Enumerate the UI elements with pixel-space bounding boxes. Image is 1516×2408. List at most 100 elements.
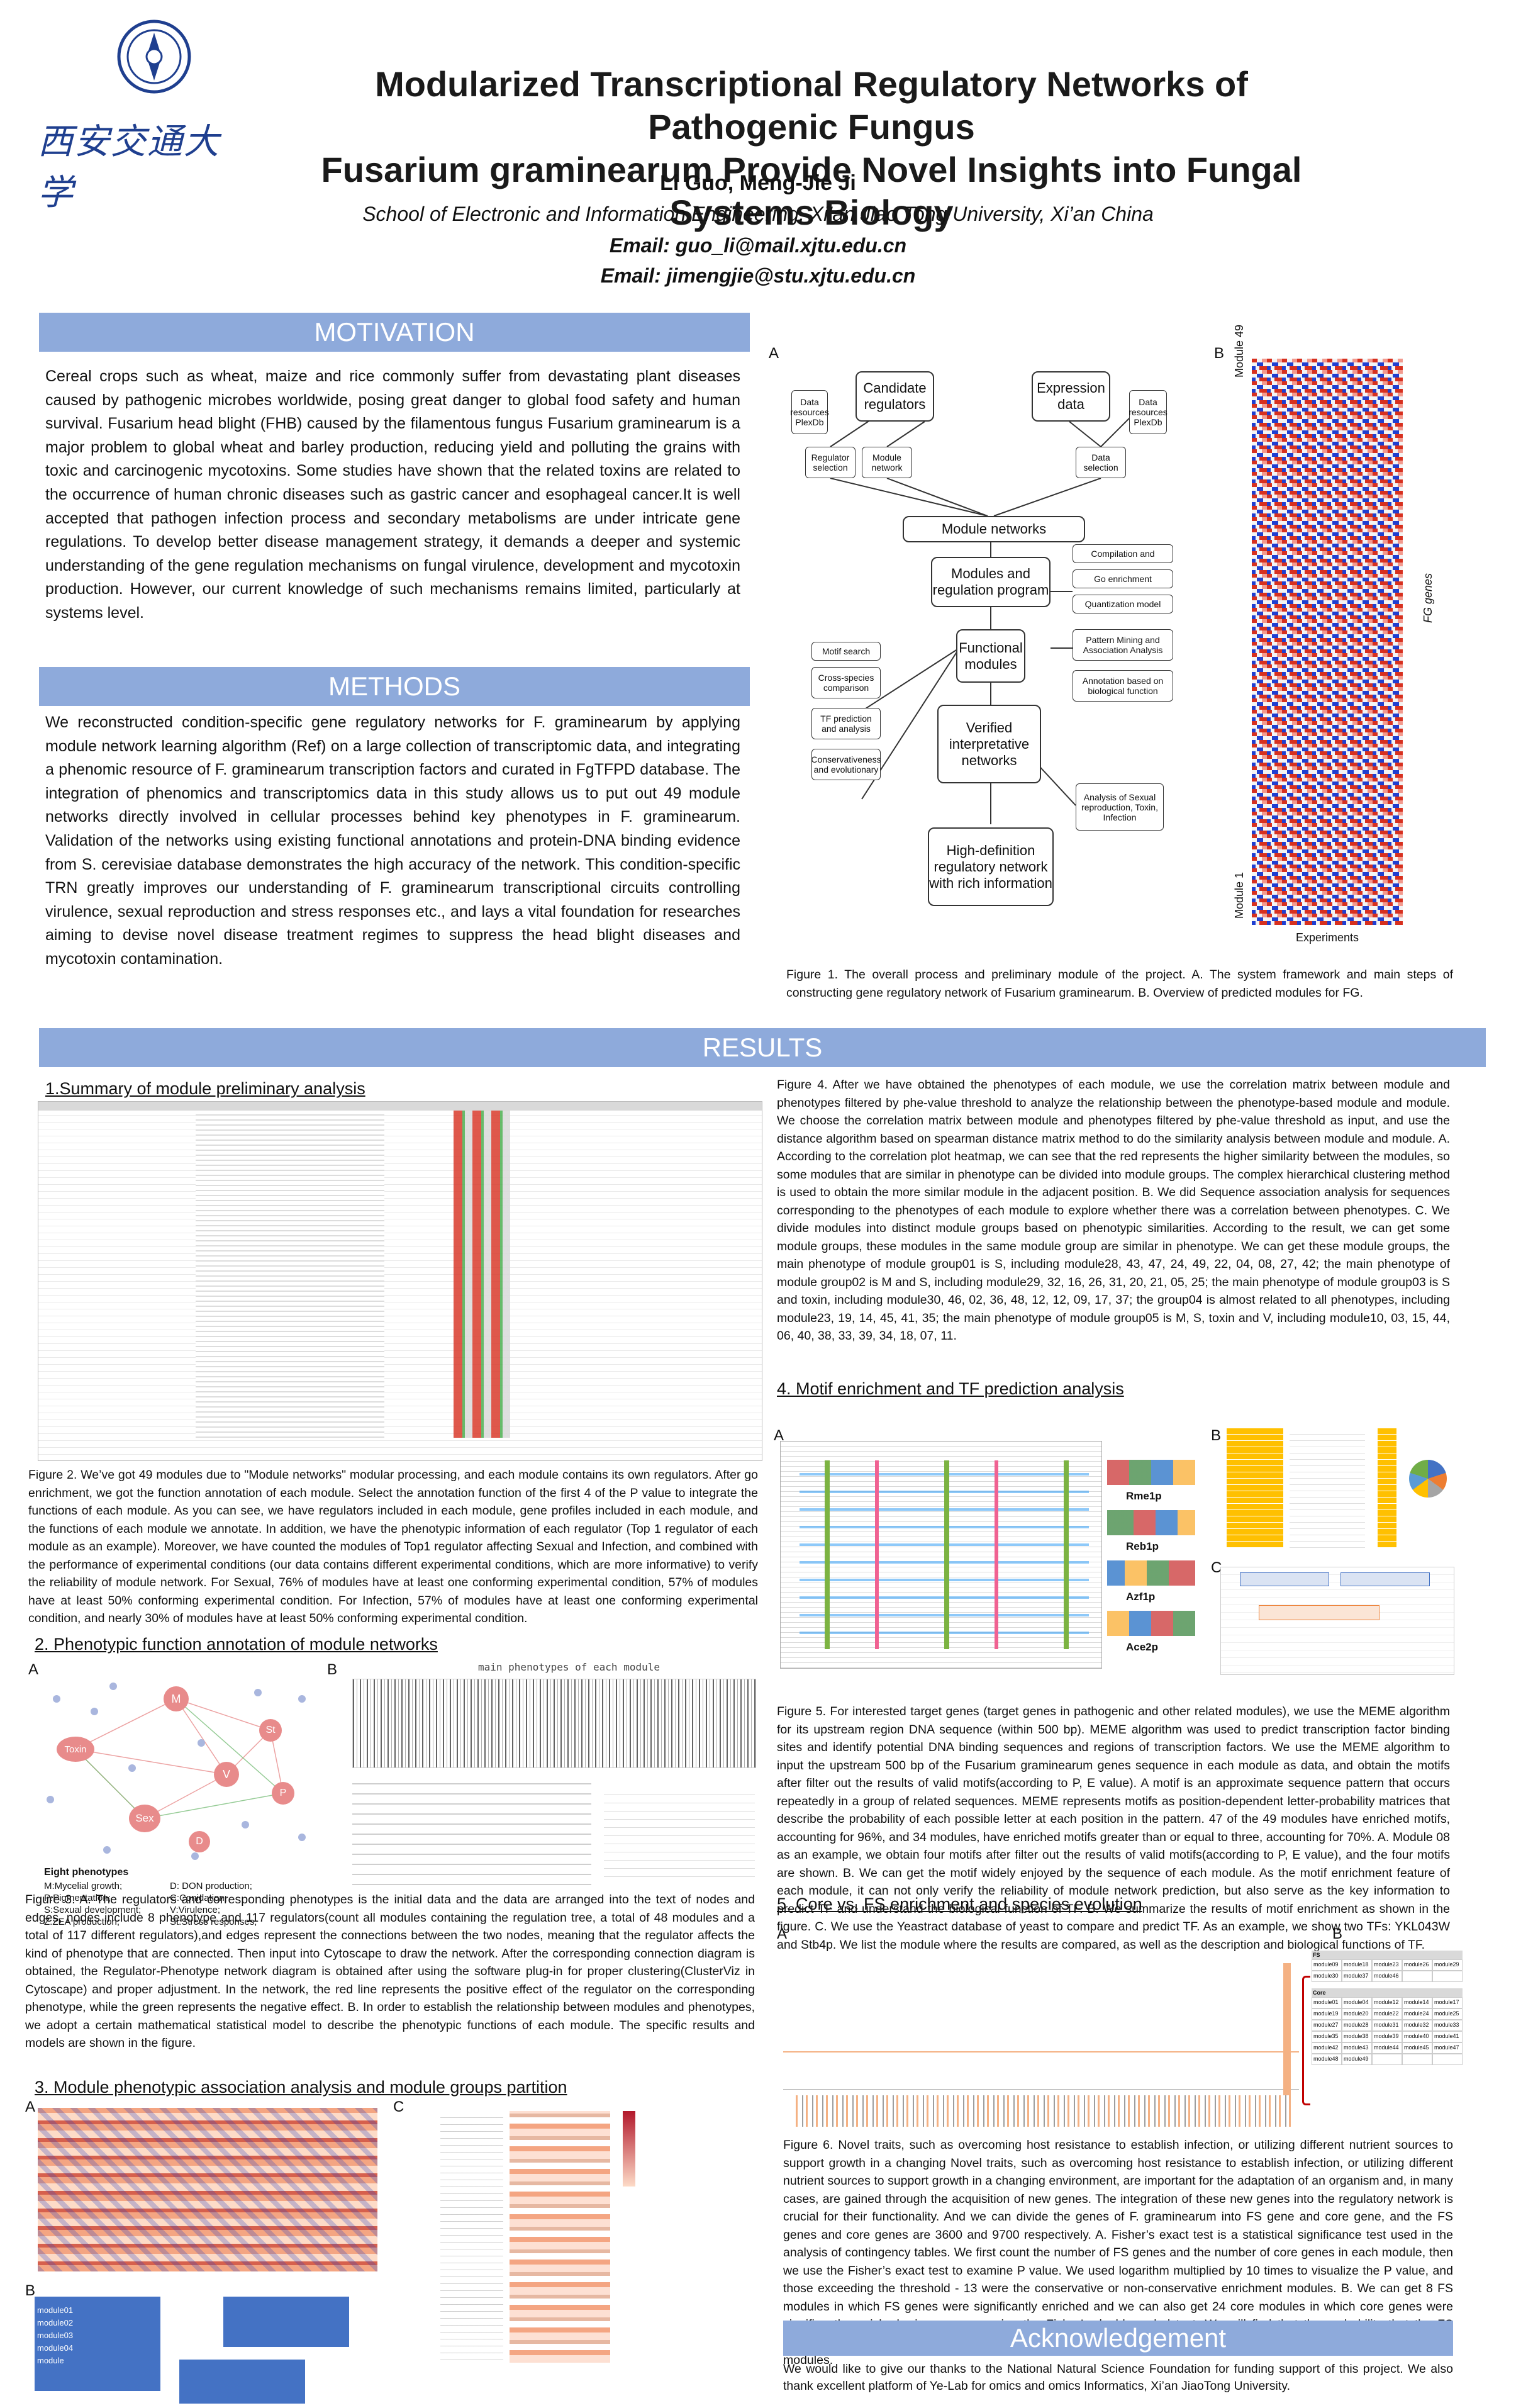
candidate-regulators-box: Candidate regulators — [856, 371, 934, 422]
module-network-small-box: Module network — [862, 447, 912, 478]
node-st: St — [259, 1719, 282, 1742]
fig4-label-a: A — [25, 2098, 36, 2115]
fig4b-row-1: module01 — [37, 2305, 74, 2315]
module-table-cell: module04 — [1342, 1997, 1372, 2008]
section5-heading: 5. Core vs. FS enrichment and species ev… — [777, 1895, 1142, 1913]
module-table-cell: module49 — [1342, 2054, 1372, 2065]
motif-name-2: Reb1p — [1126, 1540, 1159, 1552]
eight-phenotypes-legend: M:Mycelial growth; D: DON production; P:… — [44, 1880, 308, 1928]
module-table-row: module42 module43 module44 module45 module47 — [1312, 2042, 1463, 2054]
fig5-caption: Figure 5. For interested target genes (t… — [777, 1705, 1450, 1952]
phenotype-v: V:Virulence; — [170, 1905, 221, 1915]
module-table-row: module09 module18 module23 module26 module29 — [1312, 1959, 1463, 1971]
module-table-cell: module20 — [1342, 2008, 1372, 2020]
fig5-label-a: A — [774, 1427, 784, 1444]
node-p: P — [272, 1782, 294, 1805]
module-table-cell: module35 — [1312, 2031, 1342, 2042]
pattern-mining-box: Pattern Mining and Association Analysis — [1073, 629, 1173, 661]
eight-phenotypes-title: Eight phenotypes — [44, 1867, 129, 1878]
go-enrichment-box: Go enrichment — [1073, 569, 1173, 588]
high-definition-box: High-definition regulatory network with … — [928, 827, 1054, 906]
phenotype-s: S:Sexual development; — [44, 1905, 142, 1915]
fig4-label-b: B — [25, 2282, 36, 2299]
section3-heading: 3. Module phenotypic association analysi… — [35, 2078, 567, 2097]
node-m: M — [164, 1686, 189, 1711]
module-table-cell: module31 — [1372, 2020, 1402, 2031]
motif-name-1: Rme1p — [1126, 1490, 1162, 1502]
node-sex: Sex — [129, 1805, 160, 1832]
phenotype-z: Z:ZEA production; — [44, 1917, 120, 1927]
module-table-cell: module17 — [1432, 1997, 1463, 2008]
phenotype-st: St:Stress responses; — [170, 1917, 257, 1927]
label-fg-genes: FG genes — [1422, 573, 1434, 623]
module-table-row: module19 module20 module22 module24 module25 — [1312, 2008, 1463, 2020]
poster-title: Modularized Transcriptional Regulatory N… — [277, 63, 1346, 234]
module-table-cell: module40 — [1402, 2031, 1432, 2042]
motif-enrichment-summary — [1227, 1428, 1453, 1554]
motif-search-box: Motif search — [811, 642, 881, 661]
module-table-cell: module37 — [1342, 1971, 1372, 1982]
module-table-cell: module26 — [1402, 1959, 1432, 1971]
section1-heading: 1.Summary of module preliminary analysis — [45, 1079, 365, 1098]
label-module49: Module 49 — [1233, 324, 1246, 378]
fig3-caption: Figure 3. A. The regulators and correspo… — [25, 1893, 755, 2050]
core-rows: module01 module04 module12 module14 module17… — [1312, 1997, 1463, 2065]
module-table-cell: module39 — [1372, 2031, 1402, 2042]
methods-text: We reconstructed condition-specific gene… — [45, 714, 740, 968]
module-table-cell: module28 — [1342, 2020, 1372, 2031]
fs-table-header: FS — [1312, 1951, 1463, 1959]
results-heading: RESULTS — [39, 1028, 1486, 1067]
module-table-row: module30 module37 module46 — [1312, 1971, 1463, 1982]
module-table-cell: module33 — [1432, 2020, 1463, 2031]
phenotype-c: C:Conidation; — [170, 1893, 227, 1903]
module-table-cell: module44 — [1372, 2042, 1402, 2054]
motif-name-4: Ace2p — [1126, 1641, 1159, 1653]
module-table-cell: module42 — [1312, 2042, 1342, 2054]
motivation-heading: MOTIVATION — [39, 313, 750, 352]
fig4b-row-5: module — [37, 2356, 64, 2365]
fig1-label-a: A — [769, 345, 779, 362]
label-experiments: Experiments — [1296, 931, 1359, 944]
module-table-cell: module32 — [1402, 2020, 1432, 2031]
data-selection-box: Data selection — [1076, 447, 1126, 478]
module-table-cell — [1402, 2054, 1432, 2065]
module-table-cell: module12 — [1372, 1997, 1402, 2008]
fig4-caption: Figure 4. After we have obtained the phe… — [777, 1078, 1450, 1343]
verified-networks-box: Verified interpretative networks — [937, 705, 1041, 783]
module-table-cell: module38 — [1342, 2031, 1372, 2042]
compilation-box: Compilation and — [1073, 544, 1173, 563]
module-table-cell: module45 — [1402, 2042, 1432, 2054]
fig2-caption: Figure 2. We’ve got 49 modules due to "M… — [28, 1468, 758, 1625]
module-table-cell: module46 — [1372, 1971, 1402, 1982]
quantization-model-box: Quantization model — [1073, 595, 1173, 613]
module-table-cell: module09 — [1312, 1959, 1342, 1971]
fs-core-module-table: FS module09 module18 module23 module26 modul… — [1312, 1951, 1463, 2127]
acknowledgement-text: We would like to give our thanks to the … — [783, 2362, 1453, 2393]
methods-heading: METHODS — [39, 667, 750, 706]
module-table-cell: module24 — [1402, 2008, 1432, 2020]
module-table-cell — [1432, 2054, 1463, 2065]
fig3b-title: main phenotypes of each module — [478, 1661, 660, 1673]
university-seal — [116, 19, 192, 94]
module-table-cell: module14 — [1402, 1997, 1432, 2008]
motif-sites-map — [780, 1441, 1102, 1669]
fig4b-row-2: module02 — [37, 2318, 74, 2327]
functional-modules-box: Functional modules — [956, 629, 1025, 683]
annotation-based-box: Annotation based on biological function — [1073, 670, 1173, 702]
fig5-label-b: B — [1211, 1427, 1222, 1444]
module-table-row: module48 module49 — [1312, 2054, 1463, 2065]
module-networks-box: Module networks — [903, 516, 1085, 542]
motivation-text: Cereal crops such as wheat, maize and ri… — [45, 367, 740, 622]
module-table-cell: module30 — [1312, 1971, 1342, 1982]
core-table-header: Core — [1312, 1988, 1463, 1997]
module-table-cell: module23 — [1372, 1959, 1402, 1971]
fs-core-bracket — [1302, 1976, 1310, 2105]
module-phenotype-chart: main phenotypes of each module — [352, 1661, 756, 1900]
module-table-cell: module18 — [1342, 1959, 1372, 1971]
module-table-cell: module19 — [1312, 2008, 1342, 2020]
data-resources-left-box: Data resources PlexDb — [790, 390, 829, 434]
module-table-row: module35 module38 module39 module40 module41 — [1312, 2031, 1463, 2042]
node-v: V — [214, 1762, 239, 1787]
phenotype-d: D: DON production; — [170, 1881, 252, 1891]
email-2: Email: jimengjie@stu.xjtu.edu.cn — [600, 264, 916, 287]
